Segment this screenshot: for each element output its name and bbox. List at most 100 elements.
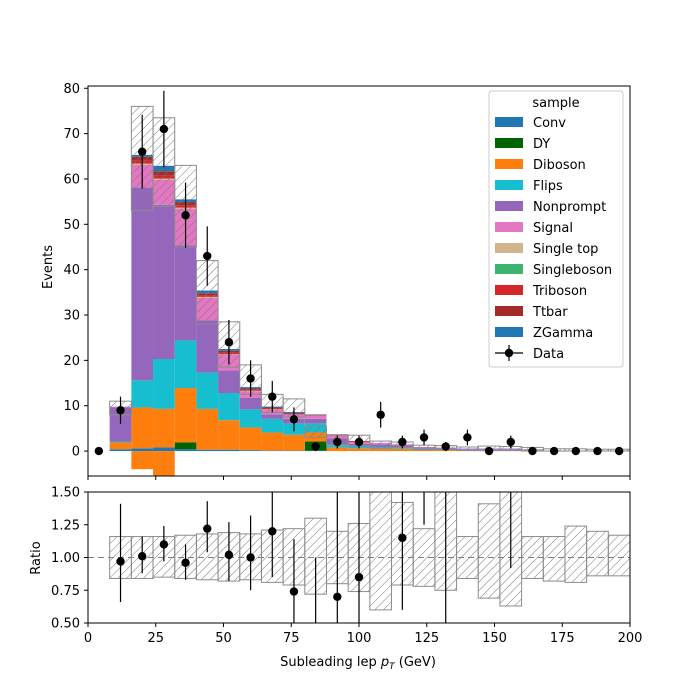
stack-bar-conv	[196, 449, 219, 452]
stack-bar-nonprompt	[218, 370, 240, 394]
legend-entry: Data	[533, 347, 564, 362]
data-point	[376, 410, 385, 419]
uncertainty-band	[369, 440, 393, 449]
stack-bar-diboson	[153, 408, 175, 448]
ratio-uncertainty-band	[542, 536, 566, 582]
legend-swatch	[495, 306, 523, 316]
legend-entry: Flips	[533, 179, 563, 194]
uncertainty-band	[412, 444, 436, 451]
legend-entry: Singleboson	[533, 263, 612, 278]
legend-swatch	[495, 180, 523, 190]
legend-swatch	[495, 327, 523, 337]
x-tick-label: 175	[550, 631, 575, 646]
data-point	[614, 446, 624, 456]
ratio-uncertainty-band	[369, 492, 393, 611]
y-tick-label: 20	[63, 354, 80, 369]
ratio-point	[354, 572, 364, 582]
stack-bar-diboson	[369, 448, 392, 452]
legend-entry: Ttbar	[532, 305, 568, 320]
data-point	[441, 442, 450, 451]
stack-bar-flips	[239, 409, 262, 428]
y-tick-label: 60	[63, 172, 80, 187]
ratio-point	[289, 587, 299, 596]
data-point	[116, 406, 125, 415]
stack-bar-conv	[153, 447, 175, 452]
ratio-point	[203, 524, 212, 533]
ratio-uncertainty-band	[477, 503, 501, 599]
y-tick-label: 70	[63, 127, 80, 142]
data-point	[398, 437, 407, 447]
data-point	[181, 211, 190, 220]
y-tick-label: 50	[63, 218, 80, 233]
ratio-uncertainty-band	[564, 525, 588, 583]
stack-bar-flips	[196, 372, 219, 409]
legend-swatch	[495, 138, 523, 148]
ratio-y-tick-label: 1.00	[51, 551, 80, 566]
ratio-point	[268, 527, 277, 536]
legend-swatch	[495, 243, 523, 253]
ratio-uncertainty-band	[586, 530, 609, 577]
ratio-point	[224, 550, 234, 560]
uncertainty-band	[456, 446, 479, 452]
stack-bar-diboson	[413, 449, 435, 452]
ratio-y-axis-label: Ratio	[29, 541, 44, 574]
stack-bar-diboson	[326, 447, 349, 452]
x-tick-label: 150	[482, 631, 507, 646]
data-point	[94, 446, 104, 456]
legend-title: sample	[532, 96, 579, 111]
stack-bar-signal	[304, 415, 327, 419]
ratio-point	[398, 533, 407, 543]
x-axis-label: Subleading lep pT (GeV)	[280, 655, 436, 672]
ratio-y-tick-label: 0.50	[51, 617, 80, 632]
stack-bar-flips	[261, 418, 284, 433]
data-point	[571, 446, 580, 456]
ratio-point	[246, 553, 255, 562]
ratio-y-tick-label: 1.50	[51, 486, 80, 501]
stack-bar-nonprompt	[239, 398, 262, 410]
ratio-point	[159, 540, 169, 549]
data-point	[549, 446, 559, 456]
legend-entry: Triboson	[532, 284, 587, 299]
legend-entry: DY	[533, 137, 550, 152]
y-tick-label: 80	[63, 82, 80, 97]
stack-bar-nonprompt	[131, 187, 154, 381]
y-tick-label: 10	[63, 399, 80, 414]
data-point	[224, 338, 234, 347]
ratio-y-tick-label: 1.25	[51, 518, 80, 533]
stack-bar-flips	[131, 380, 154, 408]
legend: sample Conv DY Diboson Flips Nonprompt Signal S…	[488, 90, 624, 368]
stack-bar-negative	[131, 451, 154, 470]
ratio-point	[138, 551, 147, 561]
y-tick-label: 40	[63, 263, 80, 278]
stack-bar-diboson	[391, 448, 414, 452]
legend-swatch	[495, 117, 523, 127]
ratio-point	[311, 645, 319, 653]
legend-swatch	[495, 285, 523, 295]
stack-bar-diboson	[174, 388, 197, 443]
data-point	[593, 446, 602, 456]
legend-swatch	[495, 159, 523, 169]
ratio-point	[420, 291, 428, 299]
x-tick-label: 200	[618, 631, 643, 646]
stack-bar-diboson	[196, 408, 219, 450]
stack-bar-diboson	[218, 420, 240, 450]
data-point	[289, 415, 299, 424]
stack-bar-flips	[174, 340, 197, 389]
stack-bar-diboson	[261, 432, 284, 451]
data-point	[311, 442, 320, 451]
stack-bar-flips	[109, 441, 132, 443]
ratio-point	[333, 592, 342, 601]
x-tick-label: 25	[147, 631, 164, 646]
stack-bar-conv	[109, 449, 132, 452]
legend-entry: ZGamma	[533, 326, 593, 341]
legend-data-marker	[504, 348, 514, 358]
stack-bar-nonprompt	[109, 407, 132, 442]
x-tick-label: 50	[215, 631, 232, 646]
main-panel: 0 10 20 30 40 50 60 70 80 sample Conv DY Diboson Flip…	[63, 82, 631, 480]
data-point	[354, 437, 364, 447]
stack-bar-conv	[131, 448, 154, 452]
stack-bar-nonprompt	[196, 320, 219, 373]
main-plot-area	[94, 90, 630, 476]
data-point	[138, 147, 147, 156]
